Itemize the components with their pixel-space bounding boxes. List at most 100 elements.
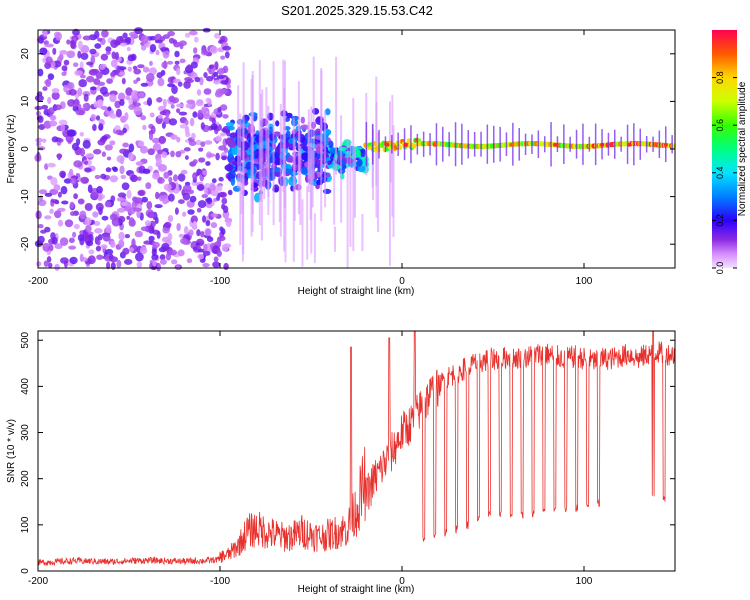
spectral-blob [96,240,101,246]
spectral-blob [87,255,96,265]
spectral-peak [403,142,408,147]
spectral-blob [216,250,222,257]
spectral-blob [53,184,61,191]
spectral-line-whisker [531,134,533,154]
spectral-streak [320,68,323,222]
spectral-blob [37,68,44,77]
spectral-blob [100,53,109,61]
spectral-blob [171,259,178,265]
spectral-blob [213,256,219,263]
spectral-blob [195,100,204,107]
spectral-blob [173,174,178,182]
spectral-blob [104,144,113,151]
spectral-blob [69,168,74,176]
spectral-blob [156,262,161,272]
spectral-blob [201,106,207,115]
spectral-blob [178,111,188,116]
spectral-blob [84,217,92,226]
spectral-blob [74,70,83,76]
spectral-line-whisker [429,133,431,156]
spectral-blob [59,170,66,178]
spectral-blob [38,124,46,130]
spectral-blob [177,249,185,257]
spectral-blob [168,118,178,126]
spectral-blob [97,139,106,146]
spectral-blob [360,148,366,158]
spectral-blob [155,97,163,103]
spectral-blob [95,245,102,252]
spectral-line-whisker [550,122,552,167]
spectral-blob [161,242,170,251]
spectral-blob [80,45,90,54]
spectral-blob [329,147,337,154]
spectral-blob [77,87,83,97]
spectral-blob [117,215,126,223]
spectral-streak [334,226,336,252]
spectral-blob [109,140,116,146]
spectral-line-segment [406,138,412,144]
spectral-blob [128,152,134,161]
spectral-streak [309,143,312,221]
spectral-streak [261,89,264,182]
spectral-blob [90,86,97,91]
x-tick-label: 100 [576,276,593,287]
colorbar-gradient [712,30,737,268]
spectral-blob [44,192,53,197]
spectral-blob [69,201,75,209]
spectral-blob [97,196,103,201]
spectral-blob [66,129,76,137]
spectral-blob [176,108,181,114]
spectral-blob [98,123,104,131]
x-tick-label: 100 [576,576,593,587]
spectral-blob [125,87,133,96]
spectral-blob [110,262,116,270]
spectral-line-whisker [473,132,476,157]
spectral-blob [128,104,135,110]
spectral-blob [40,229,47,234]
spectral-blob [86,240,94,247]
figure-title: S201.2025.329.15.53.C42 [281,3,433,18]
spectral-blob [49,115,57,121]
spectral-blob [183,147,191,152]
spectral-line-whisker [416,133,419,155]
spectral-blob [45,56,53,64]
spectral-blob [210,222,218,229]
spectral-blob [170,134,178,140]
spectral-blob [96,81,106,87]
spectral-blob [112,167,119,173]
spectral-blob [190,61,198,69]
spectral-blob [155,157,162,166]
spectral-blob [223,262,229,271]
spectral-line-whisker [620,136,622,152]
spectral-blob [73,160,83,168]
spectral-blob [226,84,231,89]
spectral-blob [193,47,198,54]
spectral-blob [192,246,198,251]
spectral-peak [385,142,390,147]
spectral-blob [61,65,68,72]
spectral-blob [158,135,167,144]
spectral-blob [177,81,183,87]
spectral-blob [90,114,97,122]
spectral-blob [269,133,276,141]
spectral-blob [300,116,305,124]
spectral-blob [204,140,213,145]
spectral-streak [349,142,352,247]
spectral-blob [179,124,188,129]
spectral-blob [134,230,143,238]
spectral-blob [215,135,222,142]
spectral-blob [38,224,44,229]
spectral-blob [134,27,143,35]
colorbar-tick-label: 0.0 [715,262,725,275]
spectral-blob [202,170,208,176]
spectral-blob [84,160,89,165]
spectral-blob [183,226,189,235]
spectral-streak [354,146,356,218]
spectral-blob [157,177,165,184]
spectral-blob [315,184,320,190]
spectral-blob [300,166,308,175]
spectral-blob [72,28,80,36]
spectral-line-whisker [588,136,591,152]
spectral-streak [241,178,244,262]
x-tick-label: -200 [28,576,48,587]
